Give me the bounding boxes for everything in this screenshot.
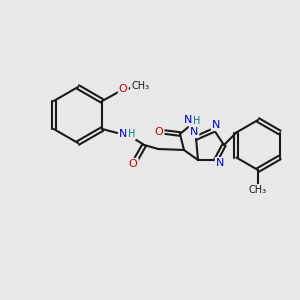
Text: N: N [119, 129, 128, 139]
Text: N: N [190, 127, 198, 137]
Text: H: H [193, 116, 201, 126]
Text: N: N [184, 115, 192, 125]
Text: H: H [128, 129, 135, 139]
Text: N: N [216, 158, 224, 168]
Text: CH₃: CH₃ [131, 81, 149, 91]
Text: O: O [154, 127, 164, 137]
Text: N: N [212, 120, 220, 130]
Text: O: O [129, 159, 138, 169]
Text: CH₃: CH₃ [249, 185, 267, 195]
Text: O: O [119, 84, 128, 94]
